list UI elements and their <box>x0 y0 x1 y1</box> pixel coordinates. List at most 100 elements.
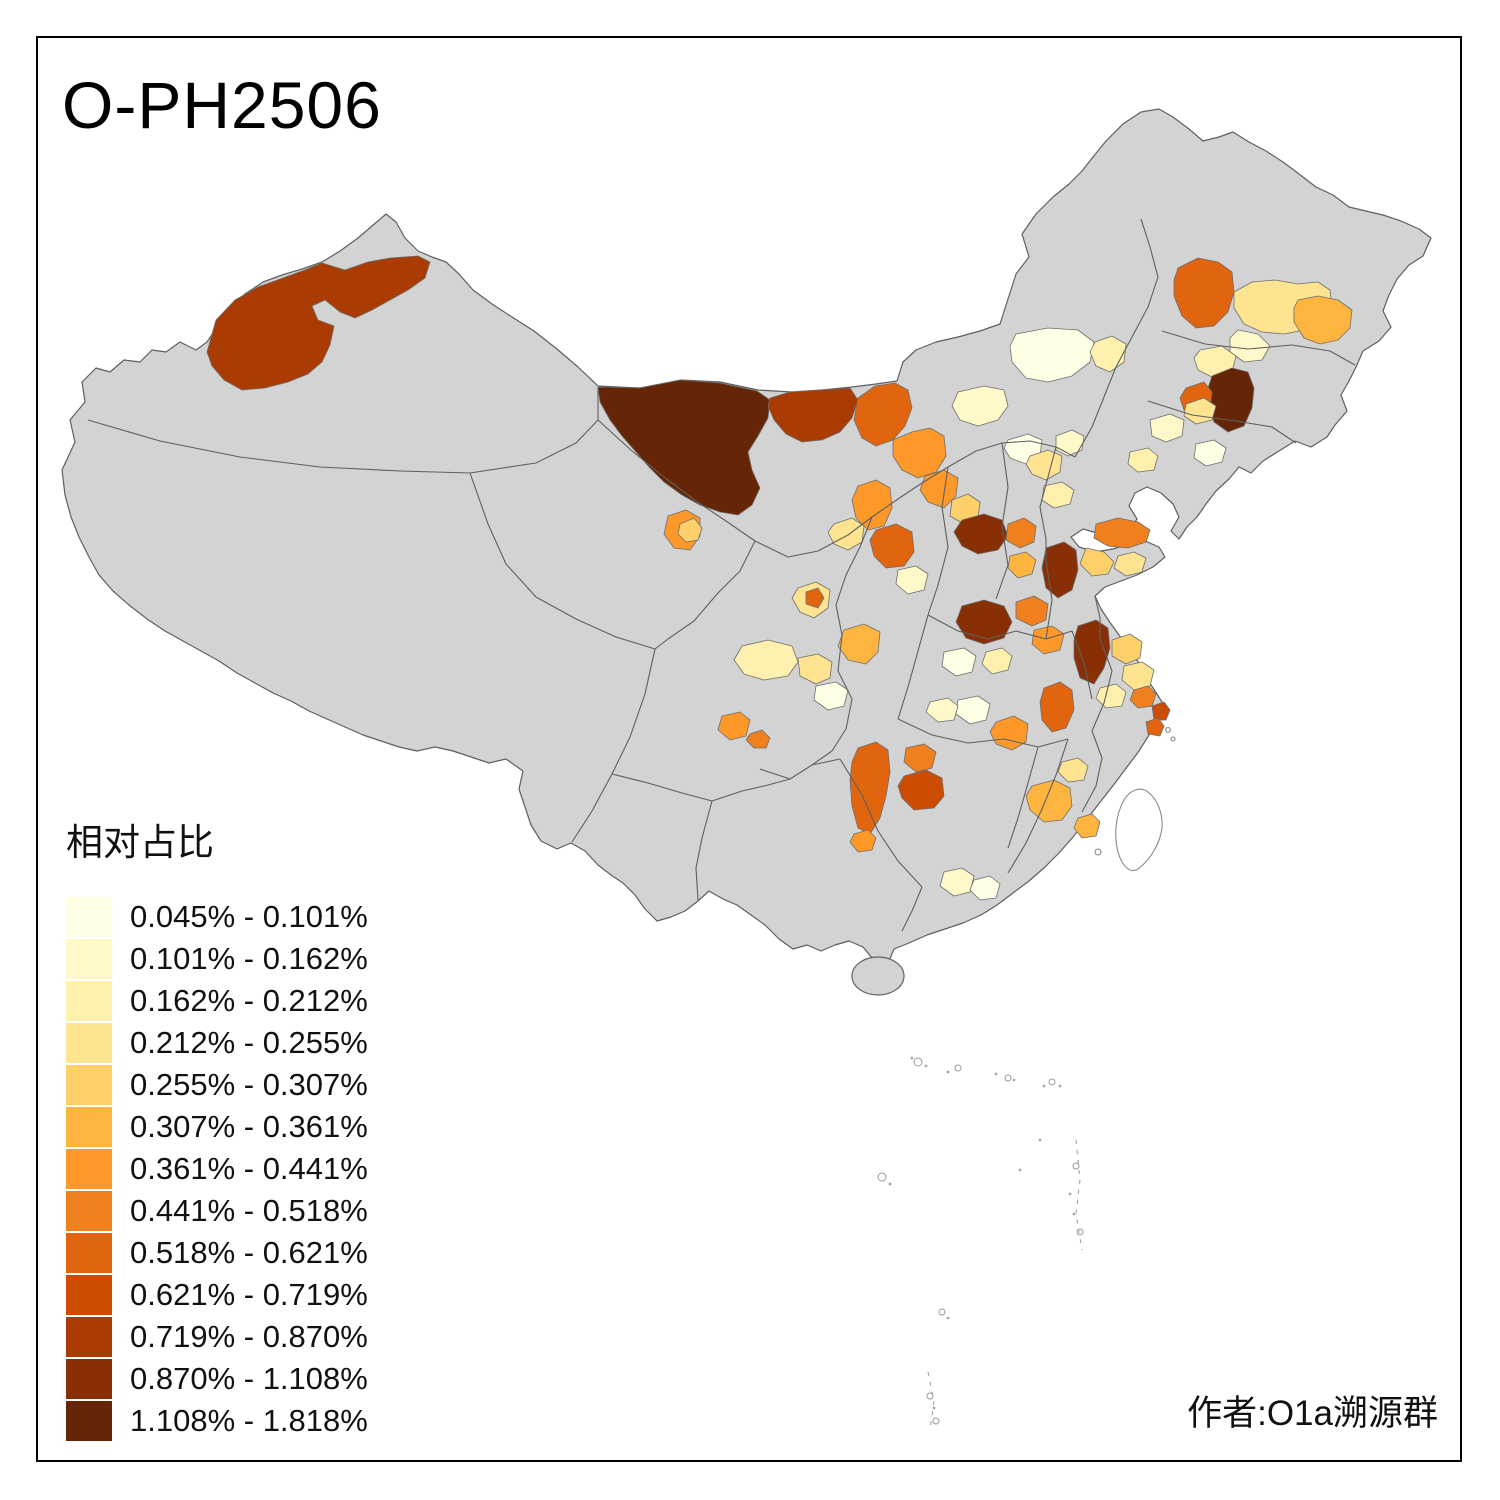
attribution: 作者:O1a溯源群 <box>1187 1394 1438 1433</box>
map-region <box>837 623 881 665</box>
legend-swatch <box>66 897 112 937</box>
map-region <box>955 599 1013 645</box>
map-region <box>677 517 703 543</box>
map-region <box>925 697 959 723</box>
legend-item: 0.212% - 0.255% <box>66 1022 368 1064</box>
map-region <box>1113 551 1147 577</box>
map-region <box>1073 619 1111 685</box>
legend-label: 0.518% - 0.621% <box>130 1235 368 1270</box>
legend-label: 0.870% - 1.108% <box>130 1361 368 1396</box>
legend-swatch <box>66 1317 112 1357</box>
legend-title: 相对占比 <box>66 822 214 863</box>
legend-label: 0.101% - 0.162% <box>130 941 368 976</box>
legend-swatch <box>66 1359 112 1399</box>
legend-swatch <box>66 1065 112 1105</box>
map-region <box>717 711 751 741</box>
legend-item: 0.719% - 0.870% <box>66 1316 368 1358</box>
legend-label: 0.307% - 0.361% <box>130 1109 368 1144</box>
map-region <box>1073 813 1101 839</box>
legend-label: 0.719% - 0.870% <box>130 1319 368 1354</box>
map-region <box>827 517 865 551</box>
legend-swatch <box>66 1149 112 1189</box>
map-region <box>1293 295 1353 345</box>
map-region <box>813 681 849 711</box>
legend-label: 0.621% - 0.719% <box>130 1277 368 1312</box>
map-region <box>1127 447 1159 473</box>
legend-items: 0.045% - 0.101% 0.101% - 0.162% 0.162% -… <box>66 896 368 1442</box>
legend-item: 0.621% - 0.719% <box>66 1274 368 1316</box>
map-region <box>1015 595 1049 627</box>
map-region <box>919 469 959 509</box>
map-region <box>981 647 1013 675</box>
legend-label: 0.162% - 0.212% <box>130 983 368 1018</box>
south-china-sea-dots <box>888 1056 1076 1410</box>
map-region <box>1007 551 1037 579</box>
province-borders <box>87 218 1356 932</box>
legend-swatch <box>66 1023 112 1063</box>
map-region <box>869 523 915 569</box>
taiwan-island <box>1115 788 1163 871</box>
legend-swatch <box>66 1233 112 1273</box>
map-region <box>1149 413 1185 443</box>
map-region <box>853 382 913 447</box>
map-region <box>797 653 833 685</box>
map-region <box>1031 625 1065 655</box>
map-region <box>897 769 945 811</box>
map-region <box>989 715 1029 751</box>
map-region <box>1151 701 1171 721</box>
legend-swatch <box>66 1191 112 1231</box>
map-region <box>733 639 799 681</box>
map-region <box>1095 683 1127 709</box>
map-region <box>1121 661 1155 691</box>
map-region <box>1111 633 1143 665</box>
page-title: O-PH2506 <box>62 68 382 142</box>
legend: 相对占比 0.045% - 0.101% 0.101% - 0.162% 0.1… <box>66 812 368 1442</box>
legend-item: 0.255% - 0.307% <box>66 1064 368 1106</box>
map-region <box>745 729 771 749</box>
map-region <box>941 647 977 677</box>
legend-label: 0.255% - 0.307% <box>130 1067 368 1102</box>
map-region <box>1055 429 1085 457</box>
hainan-island <box>851 956 905 996</box>
map-region <box>1039 681 1075 733</box>
legend-label: 0.361% - 0.441% <box>130 1151 368 1186</box>
map-region <box>939 867 975 897</box>
legend-item: 0.441% - 0.518% <box>66 1190 368 1232</box>
map-region <box>1173 257 1235 329</box>
legend-item: 0.307% - 0.361% <box>66 1106 368 1148</box>
legend-item: 0.361% - 0.441% <box>66 1148 368 1190</box>
map-region <box>1079 547 1115 577</box>
map-region <box>849 741 891 835</box>
legend-item: 0.045% - 0.101% <box>66 896 368 938</box>
map-region <box>1089 335 1127 373</box>
map-region <box>206 255 431 391</box>
map-region <box>1057 757 1089 783</box>
map-region <box>1005 517 1037 549</box>
legend-label: 0.212% - 0.255% <box>130 1025 368 1060</box>
legend-swatch <box>66 1401 112 1441</box>
islands <box>1094 727 1176 871</box>
map-region <box>1193 439 1227 467</box>
map-region <box>1145 717 1165 737</box>
map-region <box>903 743 937 773</box>
map-region <box>892 427 947 479</box>
map-region <box>1093 517 1151 549</box>
legend-swatch <box>66 1275 112 1315</box>
legend-swatch <box>66 981 112 1021</box>
map-region <box>767 387 859 443</box>
map-region <box>951 385 1009 427</box>
map-region <box>1025 779 1073 823</box>
legend-swatch <box>66 1107 112 1147</box>
legend-label: 0.045% - 0.101% <box>130 899 368 934</box>
map-region <box>1009 327 1095 383</box>
legend-swatch <box>66 939 112 979</box>
map-region <box>953 513 1009 555</box>
mainland-outline <box>61 108 1432 972</box>
map-region <box>597 379 771 516</box>
map-region <box>849 829 877 853</box>
map-region <box>1229 329 1271 363</box>
legend-label: 0.441% - 0.518% <box>130 1193 368 1228</box>
legend-item: 0.162% - 0.212% <box>66 980 368 1022</box>
legend-item: 1.108% - 1.818% <box>66 1400 368 1442</box>
